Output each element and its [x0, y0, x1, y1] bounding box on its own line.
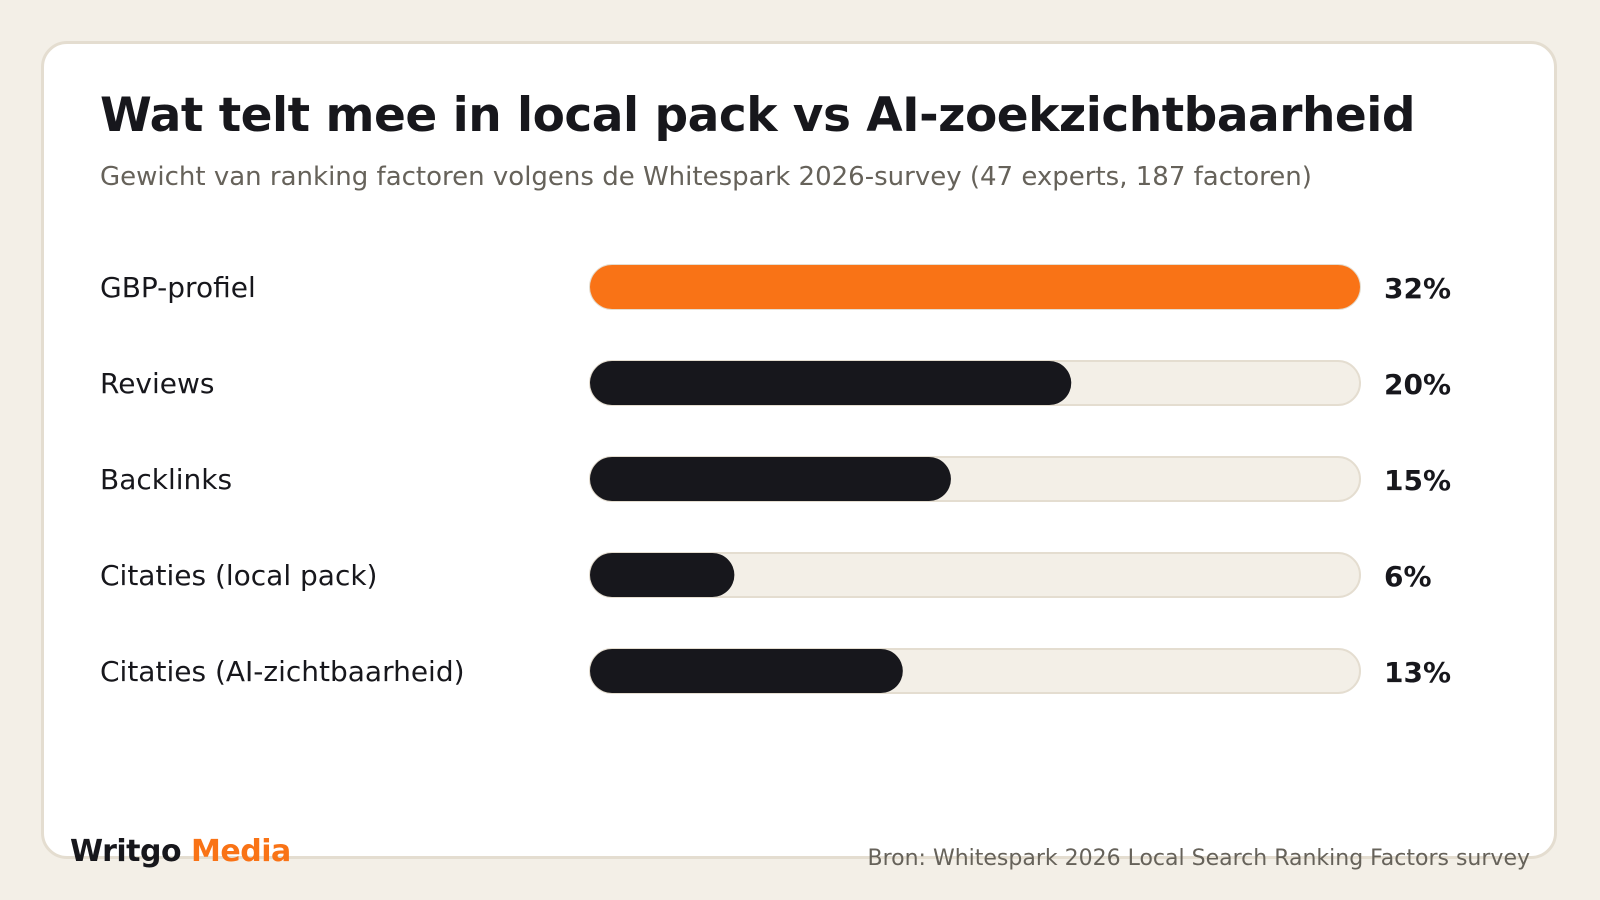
- bar: [590, 649, 903, 693]
- value-label: 6%: [1384, 560, 1432, 593]
- bar: [590, 457, 951, 501]
- category-label: Citaties (AI-zichtbaarheid): [100, 655, 465, 688]
- category-label: GBP-profiel: [100, 271, 256, 304]
- value-label: 15%: [1384, 464, 1451, 497]
- bar: [590, 361, 1072, 405]
- value-label: 32%: [1384, 272, 1451, 305]
- category-label: Reviews: [100, 367, 215, 400]
- chart-subtitle: Gewicht van ranking factoren volgens de …: [100, 162, 1312, 192]
- chart-card: [41, 41, 1557, 859]
- value-label: 13%: [1384, 656, 1451, 689]
- category-label: Backlinks: [100, 463, 232, 496]
- brand-accent: Media: [191, 834, 291, 869]
- bar: [590, 265, 1360, 309]
- brand-name: Writgo: [70, 834, 182, 869]
- value-label: 20%: [1384, 368, 1451, 401]
- bar: [590, 553, 735, 597]
- brand-logo: Writgo Media: [70, 834, 291, 869]
- category-label: Citaties (local pack): [100, 559, 377, 592]
- source-note: Bron: Whitespark 2026 Local Search Ranki…: [867, 846, 1531, 871]
- chart-title: Wat telt mee in local pack vs AI-zoekzic…: [100, 88, 1416, 143]
